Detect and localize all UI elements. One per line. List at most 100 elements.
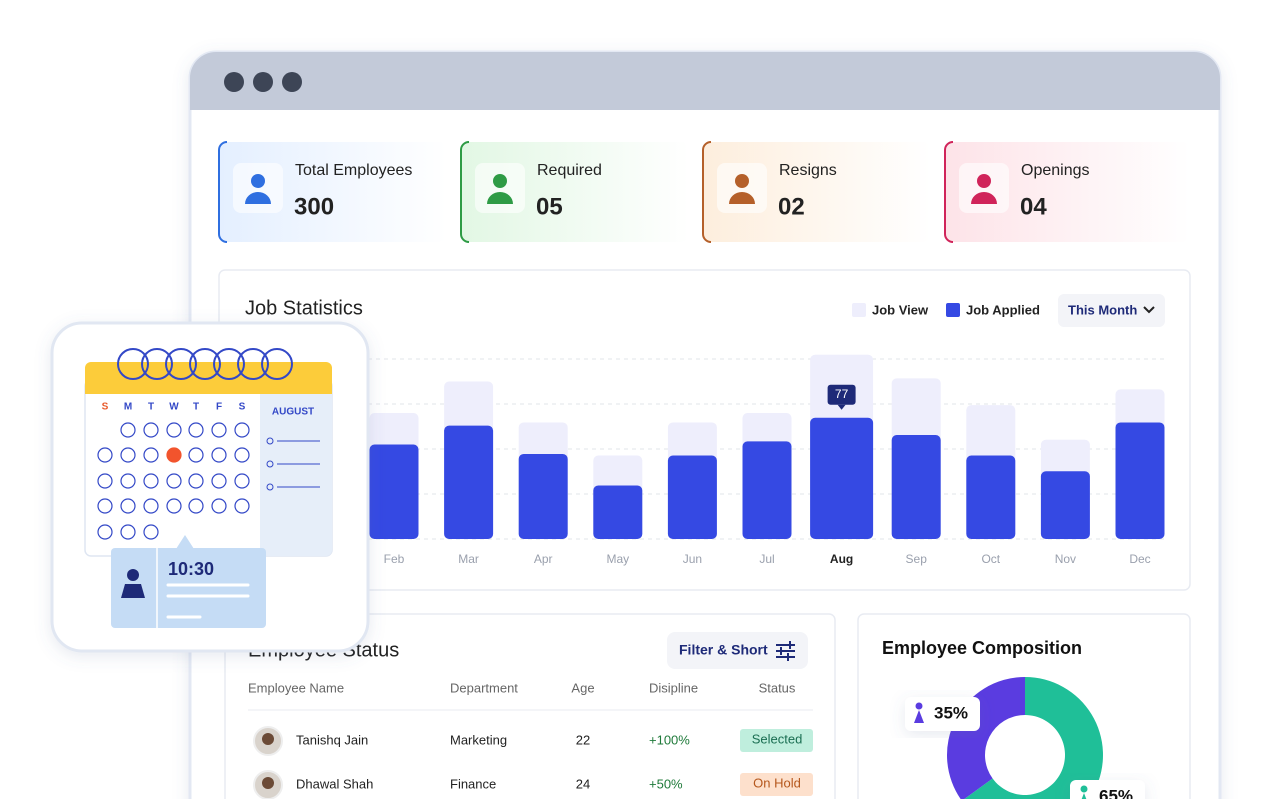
icon-head xyxy=(493,174,507,188)
stat-card[interactable]: Openings 04 xyxy=(944,141,1190,243)
event-dot xyxy=(266,437,274,445)
chart-title: Job Statistics xyxy=(245,297,363,319)
data-label: 35% xyxy=(934,703,968,722)
day[interactable] xyxy=(143,473,159,489)
day[interactable] xyxy=(143,498,159,514)
day[interactable] xyxy=(211,447,227,463)
avatar-head xyxy=(262,733,274,745)
time: 10:30 xyxy=(168,559,214,579)
window-dot[interactable] xyxy=(253,72,273,92)
value-bubble xyxy=(1070,780,1145,799)
legend-swatch xyxy=(852,303,866,317)
day[interactable] xyxy=(120,473,136,489)
x-tick-label: Aug xyxy=(830,552,853,566)
day[interactable] xyxy=(166,473,182,489)
donut-slice xyxy=(964,677,1103,799)
ring xyxy=(117,348,149,380)
day[interactable] xyxy=(188,473,204,489)
day[interactable] xyxy=(120,524,136,540)
x-tick-label: Mar xyxy=(458,552,479,566)
cell: Marketing xyxy=(450,732,507,747)
day[interactable] xyxy=(188,447,204,463)
data-label: 77 xyxy=(835,387,849,401)
period-dropdown[interactable] xyxy=(1058,294,1165,327)
person-icon xyxy=(914,710,924,723)
day[interactable] xyxy=(97,447,113,463)
bar xyxy=(891,435,941,539)
time-card-tip xyxy=(176,535,194,549)
bar xyxy=(966,455,1016,539)
stat-card[interactable]: Resigns 02 xyxy=(702,141,931,243)
time-card xyxy=(111,548,266,628)
window-dot[interactable] xyxy=(224,72,244,92)
day[interactable] xyxy=(188,498,204,514)
x-tick-label: Oct xyxy=(981,552,1000,566)
card-label: Total Employees xyxy=(295,162,412,179)
period-label[interactable]: This Month xyxy=(1068,302,1137,317)
x-tick-label: May xyxy=(606,552,629,566)
day[interactable] xyxy=(211,473,227,489)
ring xyxy=(237,348,269,380)
day[interactable] xyxy=(234,422,250,438)
day[interactable] xyxy=(143,422,159,438)
filter-button[interactable] xyxy=(667,632,808,669)
day[interactable] xyxy=(120,498,136,514)
x-tick-label: Jun xyxy=(683,552,702,566)
weekday: M xyxy=(124,402,132,413)
weekday: S xyxy=(102,402,109,413)
day[interactable] xyxy=(166,447,182,463)
bar xyxy=(667,455,717,539)
person-icon xyxy=(915,702,923,710)
day[interactable] xyxy=(211,422,227,438)
filter-label[interactable]: Filter & Short xyxy=(679,642,768,658)
cell: 22 xyxy=(576,732,590,747)
window-dot[interactable] xyxy=(282,72,302,92)
day[interactable] xyxy=(234,498,250,514)
icon-body xyxy=(245,192,271,204)
job-statistics: Job Statistics Job View Job Applied This Mo… xyxy=(245,294,1165,566)
bar xyxy=(444,425,494,539)
status-label: On Hold xyxy=(753,775,801,790)
weekday: T xyxy=(148,402,154,413)
day[interactable] xyxy=(234,473,250,489)
day[interactable] xyxy=(188,422,204,438)
stat-card[interactable]: Total Employees 300 xyxy=(218,141,447,243)
icon-body xyxy=(971,192,997,204)
data-label: 65% xyxy=(1099,786,1133,799)
day[interactable] xyxy=(166,422,182,438)
tooltip xyxy=(827,384,856,405)
weekday: W xyxy=(169,402,179,413)
day[interactable] xyxy=(143,447,159,463)
card-value: 300 xyxy=(294,193,334,220)
weekday: S xyxy=(239,402,246,413)
x-tick-label: Nov xyxy=(1055,552,1076,566)
column-header: Department xyxy=(450,680,518,695)
icon-body xyxy=(487,192,513,204)
icon-head xyxy=(251,174,265,188)
day[interactable] xyxy=(211,498,227,514)
bar xyxy=(742,441,792,539)
weekday: F xyxy=(216,402,222,413)
status-pill xyxy=(740,773,813,796)
day[interactable] xyxy=(120,422,136,438)
bar xyxy=(518,453,568,539)
day[interactable] xyxy=(234,447,250,463)
user-icon xyxy=(121,584,145,598)
stat-card[interactable]: Required 05 xyxy=(460,141,689,243)
day[interactable] xyxy=(97,524,113,540)
day[interactable] xyxy=(97,473,113,489)
day[interactable] xyxy=(97,498,113,514)
card-label: Openings xyxy=(1021,162,1090,179)
day[interactable] xyxy=(143,524,159,540)
day[interactable] xyxy=(166,498,182,514)
day[interactable] xyxy=(120,447,136,463)
tooltip-tip xyxy=(837,404,846,410)
cell: +50% xyxy=(649,776,683,791)
dropdown-caret xyxy=(1143,306,1155,314)
ring xyxy=(141,348,173,380)
title-bar xyxy=(190,52,1220,110)
cell: Finance xyxy=(450,776,496,791)
